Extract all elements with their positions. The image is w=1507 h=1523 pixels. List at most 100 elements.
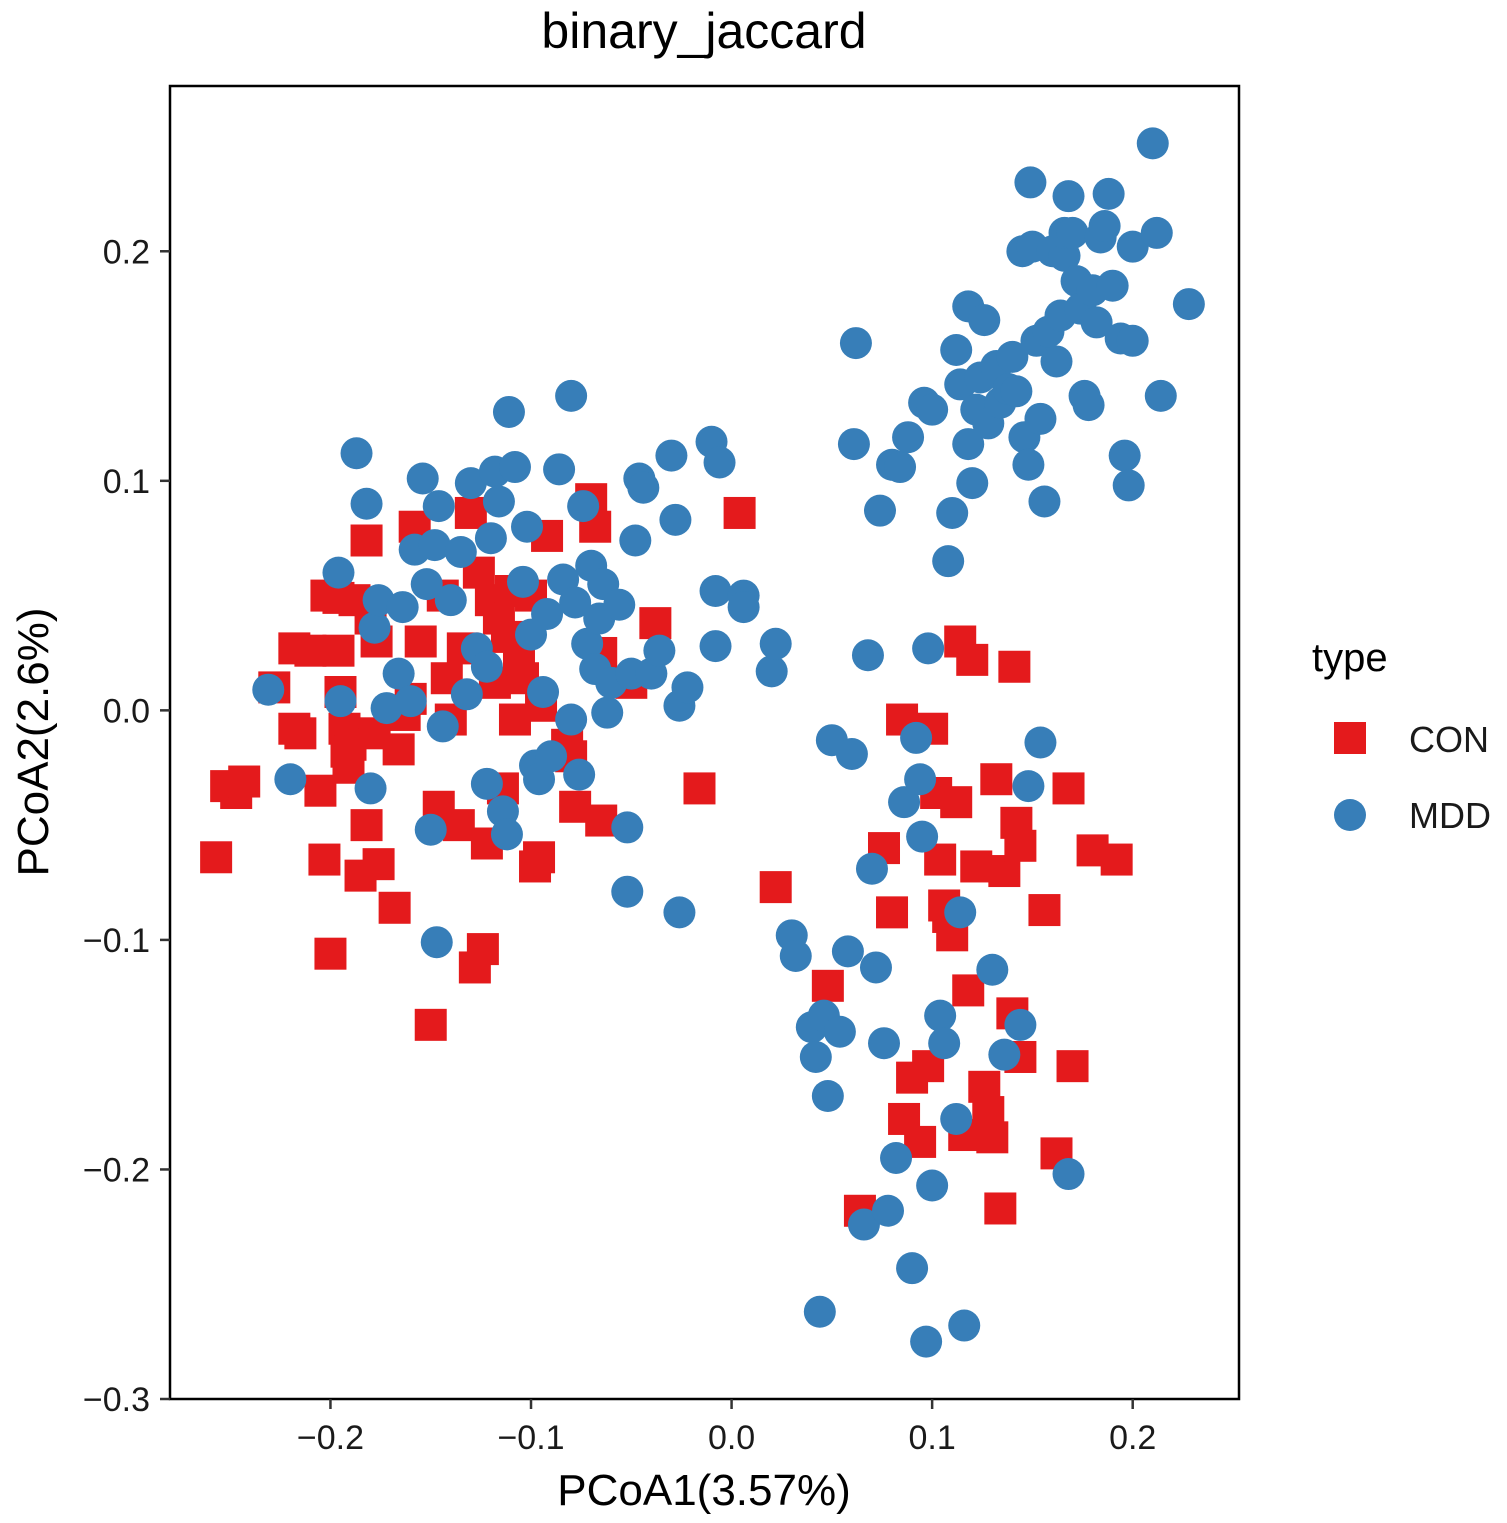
point-mdd-12 bbox=[394, 685, 427, 718]
point-mdd-164 bbox=[1092, 177, 1125, 210]
y-axis-label: PCoA2(2.6%) bbox=[9, 607, 58, 876]
point-mdd-153 bbox=[1052, 180, 1085, 213]
point-mdd-24 bbox=[454, 467, 487, 500]
point-mdd-9 bbox=[370, 692, 403, 725]
point-mdd-65 bbox=[643, 634, 676, 667]
point-con-104 bbox=[1028, 894, 1061, 927]
point-con-71 bbox=[759, 871, 792, 904]
point-mdd-118 bbox=[940, 333, 973, 366]
point-mdd-173 bbox=[1144, 379, 1177, 412]
point-mdd-18 bbox=[420, 926, 453, 959]
point-mdd-20 bbox=[426, 710, 459, 743]
point-mdd-2 bbox=[322, 556, 355, 589]
point-mdd-35 bbox=[506, 565, 539, 598]
point-mdd-161 bbox=[1080, 306, 1113, 339]
y-tick-label: −0.3 bbox=[83, 1381, 150, 1419]
point-mdd-145 bbox=[1024, 402, 1057, 435]
x-tick-label: −0.2 bbox=[297, 1419, 364, 1457]
point-mdd-171 bbox=[1136, 127, 1169, 160]
point-mdd-168 bbox=[1112, 469, 1145, 502]
point-con-12 bbox=[314, 937, 347, 970]
point-mdd-72 bbox=[699, 575, 732, 607]
point-mdd-70 bbox=[671, 671, 704, 704]
point-mdd-7 bbox=[358, 611, 391, 644]
point-mdd-120 bbox=[944, 896, 977, 929]
point-mdd-121 bbox=[948, 1309, 981, 1342]
point-mdd-40 bbox=[527, 676, 560, 708]
point-mdd-57 bbox=[603, 588, 636, 621]
point-mdd-141 bbox=[1014, 166, 1047, 199]
point-mdd-27 bbox=[470, 650, 503, 683]
point-mdd-170 bbox=[1116, 230, 1149, 263]
x-axis-label: PCoA1(3.57%) bbox=[557, 1466, 850, 1515]
point-mdd-45 bbox=[555, 379, 588, 412]
point-mdd-69 bbox=[663, 896, 696, 929]
point-con-92 bbox=[960, 850, 993, 883]
point-mdd-102 bbox=[888, 786, 921, 819]
legend-con-swatch bbox=[1334, 722, 1366, 754]
point-mdd-123 bbox=[952, 428, 985, 461]
point-mdd-155 bbox=[1056, 216, 1089, 249]
point-mdd-14 bbox=[406, 462, 439, 495]
point-con-7 bbox=[284, 717, 317, 750]
point-mdd-95 bbox=[859, 951, 892, 984]
point-mdd-55 bbox=[591, 696, 624, 729]
x-tick-label: 0.0 bbox=[708, 1419, 755, 1457]
point-mdd-85 bbox=[811, 1080, 844, 1112]
point-con-91 bbox=[956, 643, 989, 676]
point-mdd-58 bbox=[611, 811, 644, 844]
point-mdd-48 bbox=[563, 758, 596, 791]
point-mdd-94 bbox=[855, 852, 888, 885]
x-tick-label: −0.1 bbox=[497, 1419, 564, 1457]
point-mdd-129 bbox=[976, 953, 1009, 986]
point-mdd-23 bbox=[450, 678, 483, 711]
point-mdd-146 bbox=[1028, 485, 1061, 518]
point-mdd-36 bbox=[511, 510, 544, 543]
point-mdd-63 bbox=[627, 471, 660, 504]
point-mdd-116 bbox=[936, 496, 969, 529]
point-mdd-30 bbox=[482, 485, 515, 518]
point-con-100 bbox=[998, 650, 1031, 683]
point-mdd-87 bbox=[823, 1015, 856, 1048]
point-con-106 bbox=[1052, 772, 1085, 805]
point-mdd-28 bbox=[474, 522, 507, 555]
point-mdd-104 bbox=[896, 1252, 929, 1285]
point-mdd-80 bbox=[779, 939, 812, 972]
point-mdd-47 bbox=[559, 586, 592, 619]
point-mdd-98 bbox=[872, 1194, 905, 1227]
point-mdd-83 bbox=[803, 1295, 836, 1328]
point-mdd-115 bbox=[932, 545, 965, 578]
point-mdd-19 bbox=[422, 490, 455, 523]
legend-title: type bbox=[1312, 636, 1388, 680]
point-mdd-144 bbox=[1024, 726, 1057, 759]
point-mdd-41 bbox=[531, 597, 564, 630]
point-con-75 bbox=[876, 896, 909, 929]
point-mdd-124 bbox=[956, 467, 989, 500]
plot-panel-border bbox=[168, 84, 1241, 1401]
axis-ticks: −0.2 −0.1 0.0 0.1 0.2 −0.3 −0.2 −0.1 0.0 0.1 0.2 bbox=[83, 233, 1156, 1457]
point-mdd-5 bbox=[350, 487, 383, 520]
data-points bbox=[200, 127, 1205, 1358]
point-mdd-96 bbox=[863, 494, 896, 527]
point-con-97 bbox=[984, 1192, 1017, 1225]
point-con-41 bbox=[454, 496, 487, 529]
point-mdd-43 bbox=[543, 453, 576, 486]
y-tick-label: 0.2 bbox=[103, 233, 150, 271]
point-mdd-103 bbox=[892, 421, 925, 454]
point-mdd-109 bbox=[910, 1325, 943, 1358]
point-mdd-154 bbox=[1052, 1158, 1085, 1191]
point-mdd-15 bbox=[410, 568, 443, 601]
point-mdd-74 bbox=[699, 630, 732, 663]
point-mdd-169 bbox=[1116, 324, 1149, 357]
point-con-13 bbox=[322, 634, 355, 667]
point-mdd-32 bbox=[490, 818, 523, 851]
point-mdd-78 bbox=[759, 627, 792, 660]
point-mdd-66 bbox=[655, 439, 688, 472]
point-con-33 bbox=[404, 625, 437, 658]
point-mdd-174 bbox=[1172, 288, 1205, 321]
point-mdd-46 bbox=[555, 703, 588, 736]
point-con-39 bbox=[442, 809, 475, 842]
point-con-3 bbox=[228, 765, 261, 798]
legend-mdd-label: MDD bbox=[1409, 795, 1491, 836]
point-con-22 bbox=[350, 809, 383, 842]
